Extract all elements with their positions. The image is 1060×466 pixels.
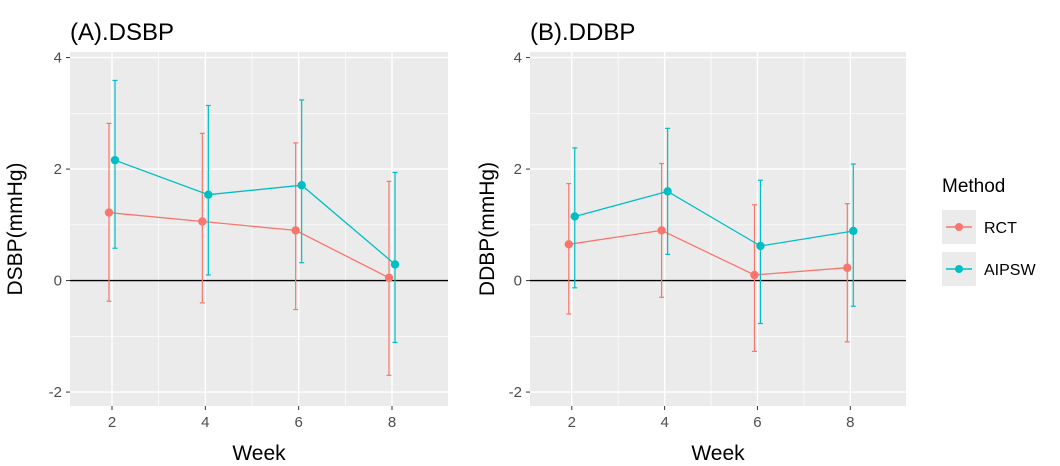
y-tick-label: 2 — [54, 161, 62, 178]
data-point-aipsw — [756, 241, 765, 251]
data-point-rct — [198, 217, 207, 226]
x-tick-label: 8 — [846, 414, 854, 431]
y-tick-label: -2 — [49, 384, 62, 401]
data-point-rct — [104, 208, 114, 217]
x-tick-label: 4 — [660, 414, 668, 431]
series-line-rct — [108, 211, 390, 279]
data-point-rct — [657, 226, 666, 235]
data-layer-a — [70, 79, 448, 376]
y-tick-label: 0 — [514, 273, 522, 290]
legend-item-rct: RCT — [942, 210, 1017, 244]
legend-point-rct — [955, 223, 963, 231]
data-point-rct — [564, 240, 573, 249]
x-tick-label: 2 — [568, 414, 576, 431]
plot-background-a — [70, 52, 448, 406]
y-tick-label: 0 — [54, 273, 62, 290]
series-line-aipsw — [114, 159, 396, 265]
data-point-aipsw — [663, 187, 672, 196]
x-tick-label: 6 — [294, 414, 302, 431]
legend-label-rct: RCT — [984, 220, 1017, 237]
x-axis-title-a: Week — [232, 442, 286, 465]
series-line-aipsw — [574, 190, 854, 247]
data-point-aipsw — [390, 260, 400, 269]
x-tick-label: 4 — [201, 414, 209, 431]
x-axis-title-b: Week — [691, 442, 745, 465]
y-tick-label: 4 — [514, 50, 522, 67]
x-tick-label: 6 — [753, 414, 761, 431]
data-point-aipsw — [849, 226, 858, 236]
data-point-aipsw — [570, 212, 579, 221]
chart-title-a: (A).DSBP — [70, 19, 174, 46]
data-layer-b — [530, 127, 906, 352]
legend: Method RCT AIPSW — [942, 176, 1036, 286]
y-tick-label: 2 — [514, 161, 522, 178]
legend-point-aipsw — [955, 265, 963, 273]
chart-panel-a: (A).DSBP -2 0 2 4 2 4 6 8 Week DSBP(mmHg) — [4, 19, 448, 465]
chart-title-b: (B).DDBP — [530, 19, 635, 46]
legend-item-aipsw: AIPSW — [942, 252, 1036, 286]
legend-label-aipsw: AIPSW — [984, 262, 1036, 279]
data-point-rct — [384, 273, 394, 282]
x-tick-label: 2 — [108, 414, 116, 431]
data-point-rct — [843, 263, 852, 272]
legend-title: Method — [942, 176, 1005, 197]
ticks-b: -2 0 2 4 2 4 6 8 — [509, 50, 855, 431]
plot-background-b — [530, 52, 906, 406]
ticks-a: -2 0 2 4 2 4 6 8 — [49, 50, 397, 431]
data-point-aipsw — [204, 190, 213, 199]
y-axis-title-a: DSBP(mmHg) — [4, 162, 27, 295]
x-tick-label: 8 — [388, 414, 396, 431]
chart-panel-b: (B).DDBP -2 0 2 4 2 4 6 8 Week DDBP(mmHg) — [476, 19, 906, 465]
data-point-aipsw — [110, 155, 120, 165]
y-tick-label: 4 — [54, 50, 62, 67]
data-point-rct — [750, 270, 759, 280]
y-axis-title-b: DDBP(mmHg) — [476, 162, 499, 296]
series-line-rct — [568, 229, 848, 276]
data-point-aipsw — [297, 181, 306, 190]
data-point-rct — [291, 226, 300, 235]
y-tick-label: -2 — [509, 384, 522, 401]
